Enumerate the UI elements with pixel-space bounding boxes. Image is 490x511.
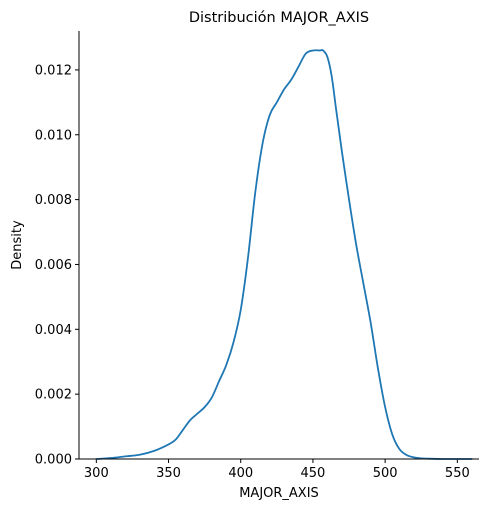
x-tick-label: 500 bbox=[373, 466, 398, 481]
x-tick-label: 300 bbox=[84, 466, 109, 481]
y-tick-label: 0.000 bbox=[35, 453, 72, 468]
y-axis: 0.000 0.002 0.004 0.006 0.008 0.010 0.012 bbox=[35, 63, 79, 468]
density-curve bbox=[95, 49, 473, 460]
y-tick-label: 0.008 bbox=[35, 193, 72, 208]
y-axis-label: Density bbox=[10, 220, 25, 270]
x-tick-label: 450 bbox=[301, 466, 326, 481]
x-tick-label: 550 bbox=[445, 466, 470, 481]
x-axis: 300 350 400 450 500 550 bbox=[84, 459, 470, 481]
y-tick-label: 0.004 bbox=[35, 323, 72, 338]
y-tick-label: 0.012 bbox=[35, 63, 72, 78]
y-tick-label: 0.010 bbox=[35, 128, 72, 143]
x-axis-label: MAJOR_AXIS bbox=[239, 486, 319, 501]
y-tick-label: 0.002 bbox=[35, 388, 72, 403]
x-tick-label: 350 bbox=[156, 466, 181, 481]
x-tick-label: 400 bbox=[228, 466, 253, 481]
chart-title: Distribución MAJOR_AXIS bbox=[189, 10, 369, 26]
y-tick-label: 0.006 bbox=[35, 258, 72, 273]
